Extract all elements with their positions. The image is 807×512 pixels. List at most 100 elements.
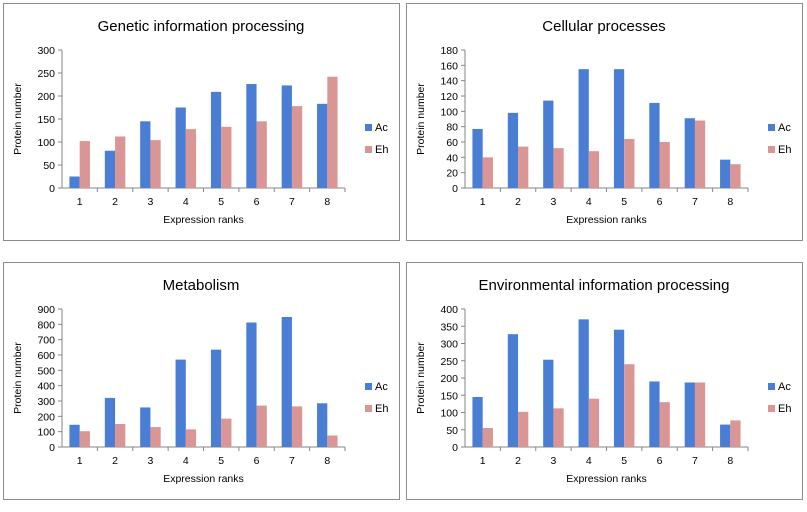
bar-eh (730, 164, 741, 188)
y-tick-label: 600 (37, 350, 55, 362)
y-tick-label: 200 (37, 91, 55, 103)
y-tick-label: 60 (446, 137, 458, 149)
x-axis-label: Expression ranks (163, 473, 244, 485)
bar-eh (79, 431, 90, 447)
bar-eh (553, 408, 564, 447)
y-tick-label: 100 (37, 137, 55, 149)
x-tick-label: 6 (254, 455, 260, 467)
bar-eh (327, 435, 338, 447)
panel-frame (3, 3, 400, 241)
y-tick-label: 20 (446, 168, 458, 180)
bar-eh (553, 148, 564, 188)
bar-eh (624, 138, 635, 188)
x-tick-label: 1 (77, 455, 83, 467)
legend-label-ac: Ac (778, 122, 791, 134)
y-tick-label: 0 (49, 442, 55, 454)
bar-eh (482, 157, 493, 188)
bar-ac (507, 334, 519, 447)
y-tick-label: 250 (37, 68, 55, 80)
bar-ac (140, 121, 151, 188)
bar-ac (175, 107, 186, 188)
bar-ac (649, 102, 660, 188)
x-tick-label: 2 (112, 455, 118, 467)
panel-frame (406, 3, 803, 241)
legend-swatch-eh (365, 405, 372, 412)
legend-swatch-eh (768, 146, 775, 153)
legend-swatch-eh (768, 405, 775, 412)
bar-ac (649, 381, 660, 447)
y-tick-label: 40 (446, 152, 458, 164)
legend-label-ac: Ac (375, 381, 388, 393)
x-axis-label: Expression ranks (566, 214, 647, 226)
bar-ac (246, 84, 257, 188)
bar-eh (185, 129, 197, 188)
chart-panel: Cellular processes 0 20 40 60 80 100 120 140 160 1… (406, 3, 803, 241)
x-axis-label: Expression ranks (566, 473, 647, 485)
y-tick-label: 0 (49, 183, 55, 195)
chart-panel: Environmental information processing 0 50 1… (406, 262, 803, 500)
chart-title: Metabolism (163, 277, 240, 294)
bar-ac (246, 322, 257, 447)
y-tick-label: 100 (440, 106, 458, 118)
y-tick-label: 300 (37, 396, 55, 408)
y-tick-label: 140 (440, 76, 458, 88)
bar-ac (543, 359, 554, 447)
bar-ac (281, 85, 292, 188)
x-tick-label: 6 (657, 455, 663, 467)
bar-ac (472, 128, 483, 188)
y-tick-label: 350 (440, 321, 458, 333)
bar-ac (684, 382, 695, 447)
bar-eh (221, 126, 232, 188)
legend-label-eh: Eh (778, 403, 791, 415)
y-tick-label: 150 (37, 114, 55, 126)
y-tick-label: 50 (43, 160, 55, 172)
x-tick-label: 8 (727, 196, 733, 208)
bar-ac (720, 159, 731, 188)
x-tick-label: 1 (480, 196, 486, 208)
x-tick-label: 8 (727, 455, 733, 467)
x-tick-label: 2 (515, 455, 521, 467)
bar-ac (613, 329, 625, 447)
bar-ac (104, 397, 116, 447)
bar-eh (659, 142, 670, 188)
bar-eh (518, 146, 529, 188)
x-tick-label: 2 (112, 196, 118, 208)
y-axis-label: Protein number (415, 342, 427, 414)
bar-ac (543, 100, 554, 188)
x-tick-label: 4 (183, 455, 189, 467)
y-axis-label: Protein number (415, 83, 427, 155)
x-tick-label: 5 (621, 196, 627, 208)
x-tick-label: 5 (218, 455, 224, 467)
x-tick-label: 3 (551, 196, 557, 208)
x-tick-label: 5 (218, 196, 224, 208)
bar-eh (730, 420, 741, 447)
bar-ac (472, 396, 483, 447)
bar-eh (518, 411, 529, 447)
bar-eh (291, 406, 303, 447)
bar-eh (115, 136, 126, 188)
panel-frame (3, 262, 400, 500)
bar-eh (694, 120, 706, 188)
x-tick-label: 3 (148, 196, 154, 208)
panel-frame (406, 262, 803, 500)
x-tick-label: 4 (183, 196, 189, 208)
legend-label-eh: Eh (778, 144, 791, 156)
bar-eh (256, 405, 267, 447)
y-tick-label: 120 (440, 91, 458, 103)
legend-swatch-ac (365, 124, 372, 131)
legend-swatch-eh (365, 146, 372, 153)
bar-eh (150, 427, 161, 447)
x-tick-label: 8 (324, 455, 330, 467)
y-tick-label: 200 (37, 411, 55, 423)
legend-label-eh: Eh (375, 144, 388, 156)
bar-eh (79, 141, 90, 188)
y-tick-label: 900 (37, 304, 55, 316)
y-tick-label: 100 (37, 427, 55, 439)
y-tick-label: 0 (452, 442, 458, 454)
y-tick-label: 400 (37, 381, 55, 393)
bar-ac (281, 316, 292, 447)
x-tick-label: 3 (148, 455, 154, 467)
x-tick-label: 8 (324, 196, 330, 208)
